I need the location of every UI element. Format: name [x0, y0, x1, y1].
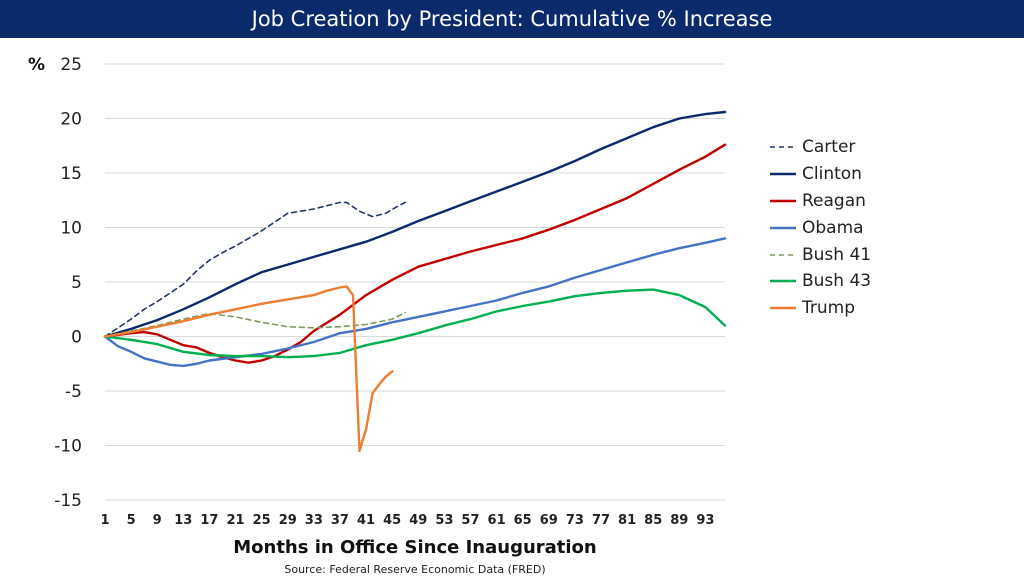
y-tick-label: -10: [54, 437, 82, 457]
series-line-clinton: [103, 110, 727, 338]
x-tick-label: 45: [383, 513, 401, 528]
series-line-obama: [103, 237, 727, 368]
legend-swatch: [770, 253, 796, 256]
x-tick-label: 53: [435, 513, 453, 528]
legend-label: Reagan: [802, 190, 866, 211]
legend-swatch: [770, 199, 796, 203]
y-tick-label: 5: [71, 273, 82, 293]
y-tick-label: -5: [65, 382, 82, 402]
source-note: Source: Federal Reserve Economic Data (F…: [284, 563, 546, 576]
legend-item: Carter: [770, 134, 910, 161]
x-tick-label: 49: [409, 513, 427, 528]
x-axis-label: Months in Office Since Inauguration: [233, 537, 597, 558]
x-tick-label: 1: [100, 513, 109, 528]
chart-title: Job Creation by President: Cumulative % …: [0, 0, 1024, 38]
x-tick-label: 65: [514, 513, 532, 528]
y-axis-unit: %: [28, 55, 46, 75]
y-tick-label: 20: [60, 110, 82, 130]
x-tick-label: 17: [200, 513, 218, 528]
x-tick-label: 37: [331, 513, 349, 528]
x-tick-label: 73: [566, 513, 584, 528]
x-tick-label: 13: [174, 513, 192, 528]
x-tick-label: 33: [305, 513, 323, 528]
legend-item: Clinton: [770, 161, 910, 188]
x-tick-label: 93: [696, 513, 714, 528]
y-tick-label: -15: [54, 491, 82, 511]
x-tick-label: 85: [644, 513, 662, 528]
x-tick-label: 29: [279, 513, 297, 528]
legend-swatch: [770, 226, 796, 229]
legend-label: Bush 43: [802, 271, 872, 292]
legend-item: Reagan: [770, 188, 910, 215]
series-line-bush-43: [103, 288, 727, 359]
y-tick-label: 0: [71, 328, 82, 348]
legend-swatch: [770, 280, 796, 283]
legend-swatch: [770, 306, 796, 310]
x-tick-label: 81: [618, 513, 636, 528]
legend-item: Bush 43: [770, 268, 910, 295]
legend-label: Carter: [802, 137, 856, 158]
x-tick-label: 5: [127, 513, 136, 528]
y-tick-label: 25: [60, 55, 82, 75]
x-tick-label: 57: [461, 513, 479, 528]
legend-item: Bush 41: [770, 241, 910, 268]
x-tick-label: 89: [670, 513, 688, 528]
legend-label: Trump: [802, 298, 856, 319]
series-line-carter: [104, 201, 406, 338]
legend-swatch: [770, 172, 796, 176]
x-tick-label: 69: [540, 513, 558, 528]
y-tick-label: 15: [60, 164, 82, 184]
legend-label: Obama: [802, 217, 864, 238]
legend-label: Clinton: [802, 164, 862, 185]
y-tick-label: 10: [60, 219, 82, 239]
x-tick-label: 9: [153, 513, 162, 528]
x-tick-label: 77: [592, 513, 610, 528]
legend-label: Bush 41: [802, 244, 872, 265]
series-line-reagan: [103, 143, 727, 364]
legend-item: Trump: [770, 295, 910, 322]
legend-item: Obama: [770, 214, 910, 241]
legend-swatch: [770, 146, 796, 149]
x-tick-label: 25: [253, 513, 271, 528]
x-tick-label: 41: [357, 513, 375, 528]
x-tick-label: 61: [488, 513, 506, 528]
legend: Carter Clinton Reagan Obama Bush 41 Bush 43 Tr…: [770, 134, 910, 322]
series-line-trump: [103, 285, 394, 453]
x-tick-label: 21: [226, 513, 244, 528]
